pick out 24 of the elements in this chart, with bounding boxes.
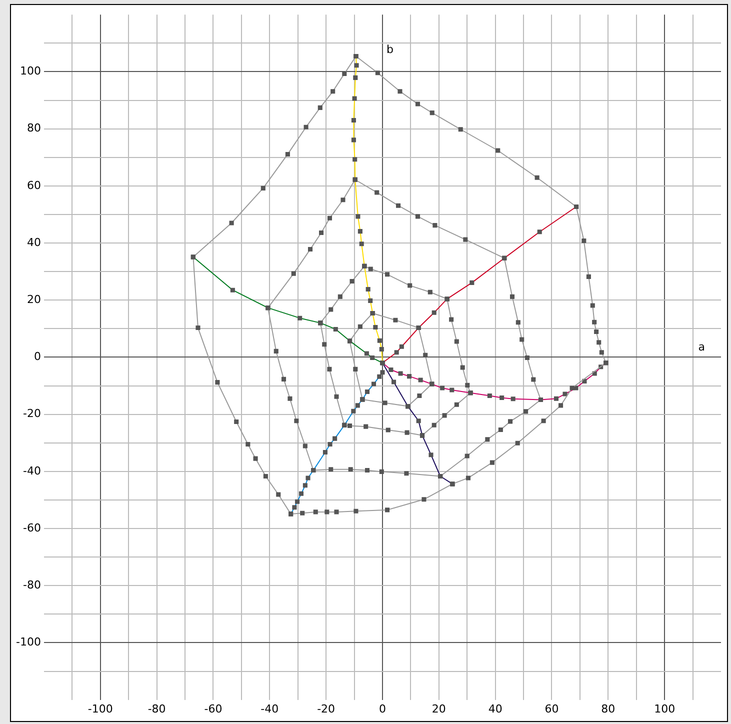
x-tick-label: -100 bbox=[88, 702, 113, 716]
y-tick-label: 100 bbox=[20, 64, 41, 78]
x-tick-label: 40 bbox=[488, 702, 502, 716]
x-tick-label: 0 bbox=[378, 702, 386, 716]
x-axis-title: a bbox=[698, 340, 705, 354]
x-tick-label: 20 bbox=[432, 702, 446, 716]
y-tick-label: 60 bbox=[26, 178, 41, 192]
x-tick-label: 100 bbox=[654, 702, 676, 716]
y-axis-title: b bbox=[386, 42, 394, 56]
y-tick-label: 0 bbox=[34, 350, 41, 364]
y-tick-label: -40 bbox=[22, 464, 41, 478]
x-tick-label: -60 bbox=[204, 702, 222, 716]
x-tick-label: -40 bbox=[260, 702, 279, 716]
x-tick-label: -80 bbox=[148, 702, 166, 716]
y-tick-label: 80 bbox=[26, 122, 41, 135]
y-tick-label: 20 bbox=[26, 292, 41, 306]
y-tick-label: -20 bbox=[22, 407, 41, 420]
y-tick-label: -100 bbox=[16, 636, 41, 649]
x-tick-label: -20 bbox=[317, 702, 336, 716]
x-tick-label: 60 bbox=[544, 702, 559, 716]
y-tick-label: -60 bbox=[22, 521, 41, 534]
y-tick-label: -80 bbox=[22, 578, 41, 592]
x-tick-label: 80 bbox=[601, 702, 616, 716]
y-tick-label: 40 bbox=[26, 236, 41, 249]
